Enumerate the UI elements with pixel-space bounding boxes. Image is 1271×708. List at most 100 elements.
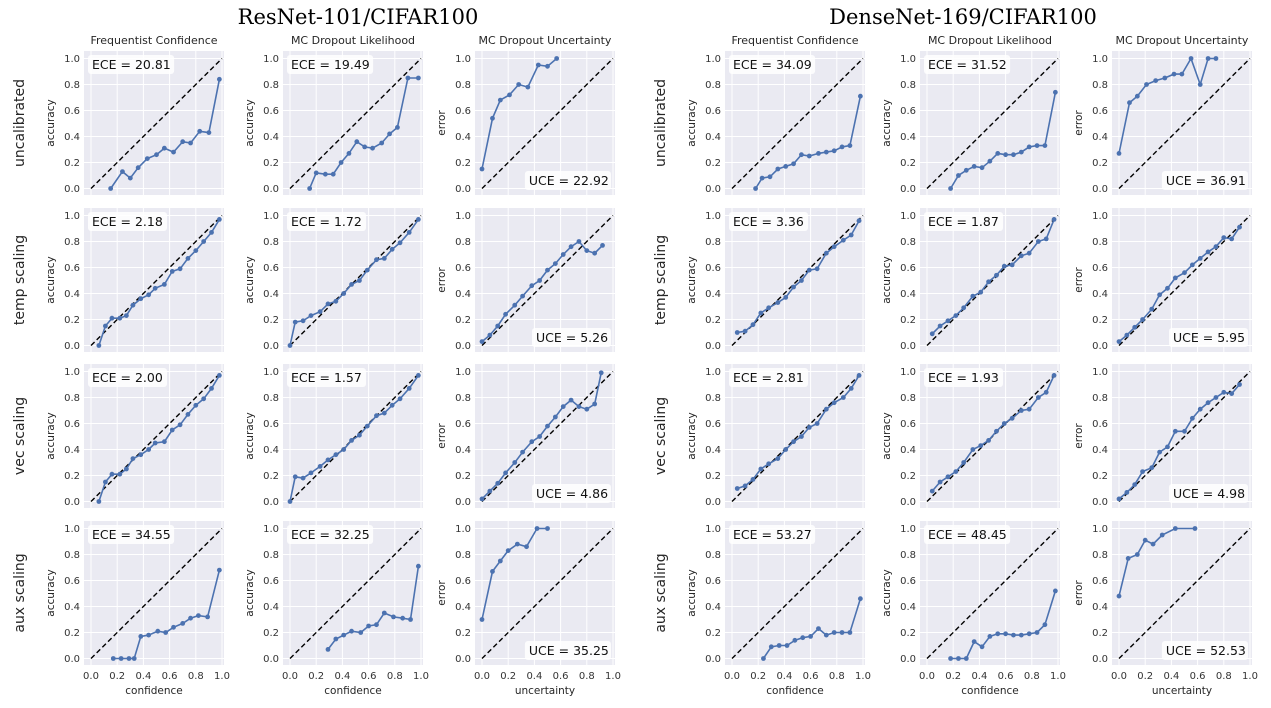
data-point [96,499,102,504]
stat-label: ECE = 1.87 [928,214,999,229]
data-point [313,170,319,176]
stat-value: 35.25 [573,643,609,658]
data-point [1011,152,1016,158]
data-point [545,267,550,273]
data-point [534,526,540,531]
y-tick-label: 0.8 [64,393,80,404]
y-tick-label: 0.0 [455,184,471,195]
stat-label: UCE = 35.25 [529,643,609,658]
stat-equals: = [117,214,135,229]
data-point [333,452,339,458]
data-point [490,569,495,574]
calibration-panel: 0.0 0.2 0.4 0.6 0.8 1.0 error 0.0 0.2 0.4 0.6 0.8 1.… [436,521,621,697]
data-point [341,447,347,452]
stat-value: 2.81 [776,370,804,385]
y-tick-label: 0.6 [263,106,279,117]
perfect-calibration-line [90,371,223,502]
data-point [123,313,129,318]
data-point [516,82,522,87]
x-tick-label: 1.0 [214,671,230,682]
stat-value: 22.92 [573,173,609,188]
x-tick-label: 0.6 [1190,671,1206,682]
y-axis-label: accuracy [244,412,256,459]
data-point [1124,332,1130,338]
data-point [792,637,798,643]
data-point [408,617,413,622]
data-point [823,406,829,412]
stat-name: UCE [1173,486,1199,501]
y-tick-label: 1.0 [64,367,80,378]
y-tick-label: 0.0 [455,497,471,508]
data-point [188,615,193,621]
stat-name: ECE [733,214,758,229]
row-label: aux scaling [653,553,669,632]
panel-background [84,364,224,508]
y-tick-label: 0.6 [1092,419,1108,430]
stat-name: ECE [928,214,953,229]
data-point [1237,224,1242,230]
data-point [1042,622,1048,628]
data-point [1042,143,1048,149]
stat-name: ECE [291,57,316,72]
data-point [130,302,136,308]
data-point [406,230,412,235]
y-tick-label: 0.4 [705,132,721,143]
x-axis-label: confidence [125,685,182,697]
data-point [381,610,387,616]
data-point [831,400,837,406]
y-tick-label: 0.6 [64,106,80,117]
stat-value: 34.55 [135,527,171,542]
data-point [1116,339,1122,344]
data-point [753,186,758,191]
data-point [963,656,969,661]
stat-label: UCE = 4.86 [536,486,608,501]
y-tick-label: 0.0 [900,184,916,195]
y-axis-label: error [1073,423,1085,449]
data-point [364,267,370,273]
stat-equals: = [953,214,971,229]
y-axis-label: accuracy [45,256,57,303]
data-point [1188,56,1194,61]
data-point [325,301,331,307]
data-point [929,331,935,337]
data-point [761,656,766,661]
data-point [138,296,144,302]
y-tick-label: 0.6 [705,576,721,587]
calibration-panel: 0.0 0.2 0.4 0.6 0.8 1.0 accuracy ECE = 20.81 [45,51,224,195]
series-line [931,375,1055,492]
data-point [560,404,566,409]
y-tick-label: 0.8 [1092,237,1108,248]
stat-equals: = [758,214,776,229]
y-tick-label: 0.2 [455,628,471,639]
calibration-panel: 0.0 0.2 0.4 0.6 0.8 1.0 accuracy ECE = 3.36 [686,208,865,352]
data-point [799,152,804,158]
data-point [1116,151,1122,156]
data-point [103,479,108,485]
y-tick-label: 0.4 [705,602,721,613]
y-tick-label: 0.2 [64,315,80,326]
stat-name: UCE [536,486,562,501]
y-tick-label: 0.0 [900,341,916,352]
x-tick-label: 0.0 [1111,671,1127,682]
stat-box [287,368,366,387]
y-axis-label: accuracy [45,569,57,616]
perfect-calibration-line [926,528,1059,659]
calibration-panel: 0.0 0.2 0.4 0.6 0.8 1.0 accuracy ECE = 19.49 [244,51,423,195]
y-tick-label: 1.0 [455,524,471,535]
data-point [188,140,193,146]
y-tick-label: 0.6 [455,106,471,117]
y-tick-label: 0.4 [455,445,471,456]
stat-name: ECE [291,527,316,542]
y-tick-label: 0.2 [263,628,279,639]
data-point [592,401,598,407]
panel-background [84,51,224,195]
data-point [524,544,529,550]
stat-box [532,484,611,503]
data-point [317,309,323,315]
y-tick-label: 0.0 [705,341,721,352]
y-tick-label: 0.8 [455,393,471,404]
y-tick-label: 0.4 [263,132,279,143]
y-axis-label: error [1073,267,1085,293]
data-point [201,396,207,402]
y-tick-label: 0.8 [64,80,80,91]
